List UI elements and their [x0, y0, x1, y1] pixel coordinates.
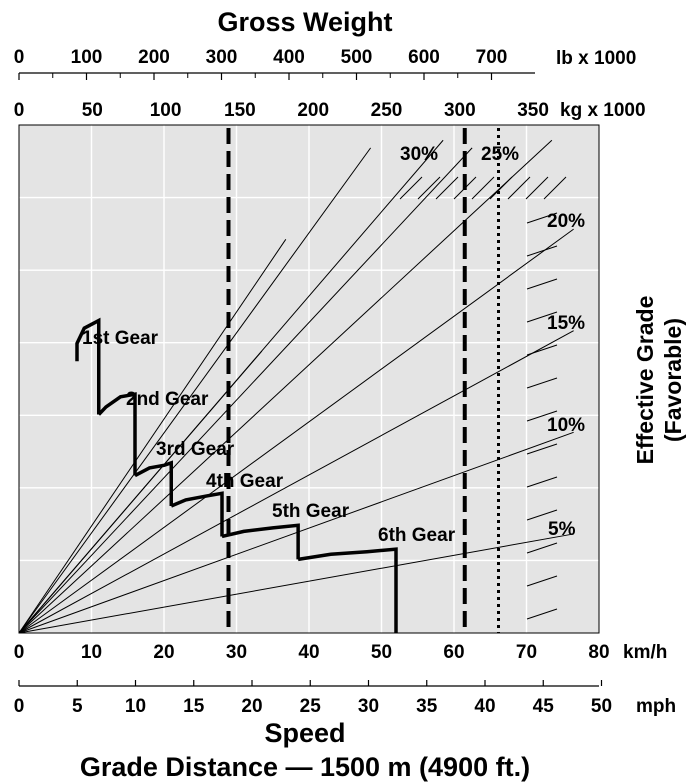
hatch-mark [526, 278, 558, 290]
hatch-mark [525, 176, 549, 200]
grade-line [18, 330, 574, 634]
mph-tick-label: 0 [14, 696, 25, 717]
mph-tick-label: 20 [241, 696, 262, 717]
reference-lines [226, 128, 500, 633]
lb-tick-label: 600 [408, 47, 440, 68]
plot-frame [18, 124, 600, 634]
hatch-mark [526, 311, 558, 323]
kg-tick-label: 200 [297, 100, 329, 121]
lb-tick-label: 300 [206, 47, 238, 68]
hatch-mark [417, 176, 441, 200]
gear-curves: 1st Gear 2nd Gear 3rd Gear 4th Gear 5th Gear… [75, 317, 456, 633]
hatch-mark [526, 443, 558, 455]
grade-line [18, 147, 372, 634]
gear-curve [297, 547, 398, 633]
kmh-axis-unit: km/h [623, 642, 667, 663]
hatch-mark [435, 176, 459, 200]
gear-label: 5th Gear [272, 501, 350, 522]
chart-title: Gross Weight [217, 7, 392, 37]
mph-tick-label: 10 [125, 696, 146, 717]
hatch-mark [399, 176, 423, 200]
hatch-mark [526, 245, 558, 257]
grade-label: 30% [400, 144, 438, 165]
hatch-mark [526, 575, 558, 587]
mph-tick-label: 35 [416, 696, 438, 717]
grade-line [18, 147, 473, 634]
hatch-mark [507, 176, 531, 200]
mph-tick-label: 45 [533, 696, 555, 717]
grid [19, 125, 599, 633]
grade-line [18, 533, 574, 634]
gear-label: 2nd Gear [126, 389, 209, 410]
grade-label: 15% [547, 313, 585, 334]
kg-tick-label: 0 [14, 100, 25, 121]
hatch-mark [526, 542, 558, 554]
kmh-tick-label: 20 [153, 642, 174, 663]
kmh-tick-label: 80 [588, 642, 609, 663]
mph-tick-label: 15 [183, 696, 205, 717]
grade-line [18, 431, 574, 634]
hatch-mark [526, 212, 558, 224]
gear-curve [134, 460, 173, 506]
lb-tick-label: 200 [138, 47, 170, 68]
lb-tick-label: 0 [14, 47, 25, 68]
lb-tick-label: 400 [273, 47, 305, 68]
grade-label: 10% [547, 415, 585, 436]
kg-tick-label: 300 [444, 100, 476, 121]
mph-tick-label: 30 [358, 696, 379, 717]
kg-tick-label: 50 [82, 100, 103, 121]
x-axis-label: Speed [264, 718, 345, 748]
lb-axis-unit: lb x 1000 [556, 48, 636, 69]
kmh-tick-label: 50 [371, 642, 392, 663]
kmh-tick-label: 40 [298, 642, 319, 663]
gear-label: 3rd Gear [156, 439, 235, 460]
mph-axis-unit: mph [636, 696, 676, 717]
kmh-tick-label: 0 [14, 642, 25, 663]
kmh-tick-label: 10 [81, 642, 102, 663]
grade-label: 25% [481, 144, 519, 165]
kg-tick-label: 250 [371, 100, 403, 121]
lb-tick-label: 700 [476, 47, 508, 68]
hatch-marks [399, 176, 567, 620]
mph-tick-label: 25 [300, 696, 322, 717]
gear-curve [221, 523, 300, 560]
kmh-tick-label: 70 [516, 642, 537, 663]
gear-curve [170, 491, 224, 537]
hatch-mark [526, 410, 558, 422]
hatch-mark [543, 176, 567, 200]
kg-tick-label: 150 [224, 100, 256, 121]
hatch-mark [526, 476, 558, 488]
gear-label: 1st Gear [82, 328, 159, 349]
gear-label: 6th Gear [378, 525, 456, 546]
kg-tick-label: 100 [150, 100, 182, 121]
y-axis-label-line2: (Favorable) [660, 318, 686, 442]
lb-tick-label: 100 [71, 47, 103, 68]
hatch-mark [471, 176, 495, 200]
hatch-mark [526, 509, 558, 521]
gear-curve [97, 392, 137, 476]
grade-label: 20% [547, 211, 585, 232]
mph-tick-label: 40 [474, 696, 495, 717]
mph-tick-label: 50 [591, 696, 612, 717]
mph-tick-label: 5 [72, 696, 83, 717]
kg-axis-unit: kg x 1000 [560, 100, 646, 121]
kg-tick-label: 350 [517, 100, 549, 121]
gear-label: 4th Gear [206, 471, 284, 492]
hatch-mark [526, 608, 558, 620]
grade-line [18, 228, 574, 634]
kmh-tick-label: 60 [443, 642, 464, 663]
grade-label: 5% [548, 519, 576, 540]
grade-line [18, 350, 263, 634]
lb-tick-label: 500 [341, 47, 373, 68]
grade-lines: 5% 10% 15% 20% 25% 30% [18, 139, 585, 634]
kmh-tick-label: 30 [226, 642, 247, 663]
chart-subtitle: Grade Distance — 1500 m (4900 ft.) [80, 752, 530, 782]
y-axis-label-line1: Effective Grade [632, 296, 658, 465]
hatch-mark [526, 377, 558, 389]
grade-line [18, 239, 287, 634]
gear-curve [75, 317, 101, 415]
